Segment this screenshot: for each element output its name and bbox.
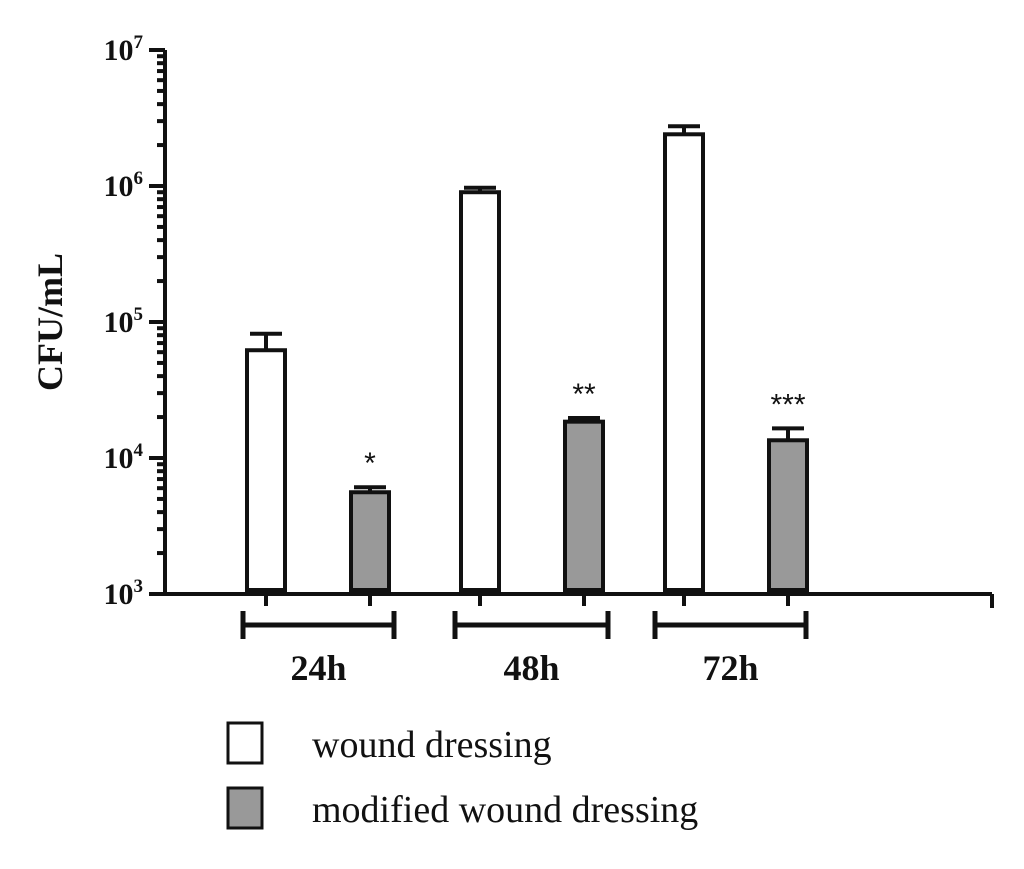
bar-72h-series-2 (767, 438, 809, 592)
legend-label-series-2: modified wound dressing (312, 789, 698, 831)
significance-72h: *** (770, 388, 805, 421)
bar-72h-series-1 (663, 132, 705, 593)
significance-48h: ** (572, 378, 596, 411)
y-tick-label: 107 (104, 32, 144, 67)
significance-24h: * (364, 447, 376, 480)
y-axis-label: CFU/mL (30, 253, 70, 391)
category-label-24h: 24h (290, 648, 346, 688)
y-ticks: 103 104 105 106 107 (104, 32, 165, 611)
category-brackets: 24h 48h 72h (240, 611, 809, 688)
y-tick-label: 106 (104, 168, 144, 203)
legend: wound dressing modified wound dressing (226, 721, 698, 831)
bar-48h-series-2 (563, 419, 605, 592)
legend-label-series-1: wound dressing (312, 724, 552, 766)
bars: *** *** (245, 124, 809, 606)
y-tick-label: 103 (104, 576, 144, 611)
category-label-72h: 72h (702, 648, 758, 688)
bar-24h-series-1 (245, 348, 287, 593)
legend-swatch-series-2 (226, 786, 264, 830)
y-tick-label: 105 (104, 304, 144, 339)
bar-48h-series-1 (459, 190, 501, 592)
category-label-48h: 48h (503, 648, 559, 688)
y-tick-label: 104 (104, 440, 144, 475)
bar-24h-series-2 (349, 490, 391, 592)
legend-swatch-series-1 (226, 721, 264, 765)
